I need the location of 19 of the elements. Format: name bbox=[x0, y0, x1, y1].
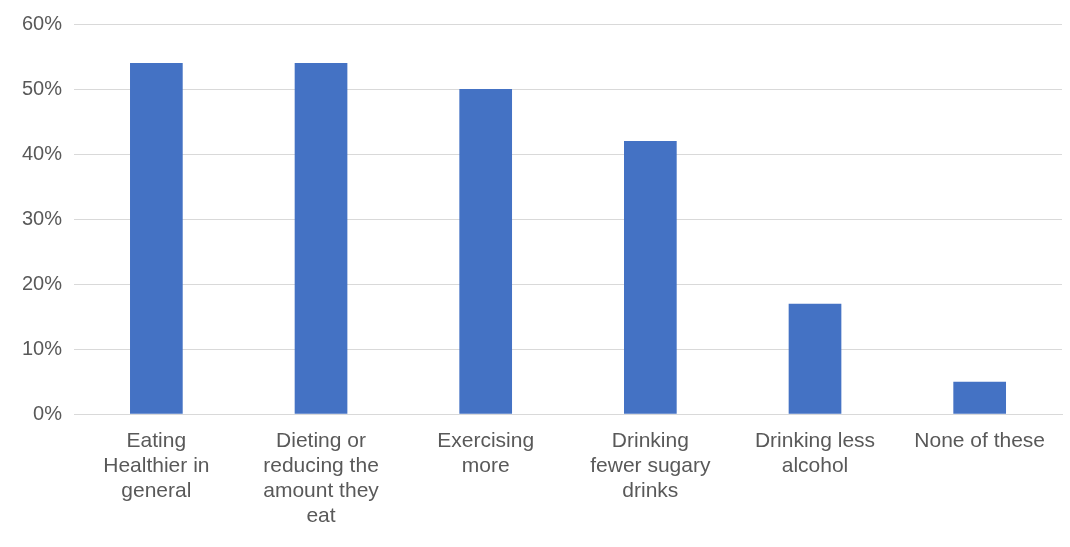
x-tick-label: Exercising more bbox=[437, 427, 535, 476]
bar bbox=[953, 381, 1007, 414]
y-tick-label: 0% bbox=[33, 401, 63, 424]
y-tick-label: 30% bbox=[22, 206, 63, 229]
x-tick-label: Eating Healthier in general bbox=[103, 427, 210, 501]
bar bbox=[294, 63, 348, 414]
y-tick-label: 20% bbox=[22, 271, 63, 294]
bar bbox=[459, 89, 513, 414]
bar bbox=[788, 303, 842, 414]
x-tick-label: None of these bbox=[914, 427, 1046, 451]
y-tick-label: 10% bbox=[22, 336, 63, 359]
bar bbox=[624, 141, 677, 414]
x-tick-label: Dieting or reducing the amount they eat bbox=[263, 427, 380, 527]
bar bbox=[130, 63, 183, 414]
y-tick-label: 60% bbox=[22, 11, 63, 34]
x-tick-label: Drinking fewer sugary drinks bbox=[590, 427, 711, 501]
x-tick-label: Drinking less alcohol bbox=[754, 427, 876, 476]
y-tick-label: 40% bbox=[22, 141, 63, 164]
y-tick-label: 50% bbox=[22, 76, 63, 99]
